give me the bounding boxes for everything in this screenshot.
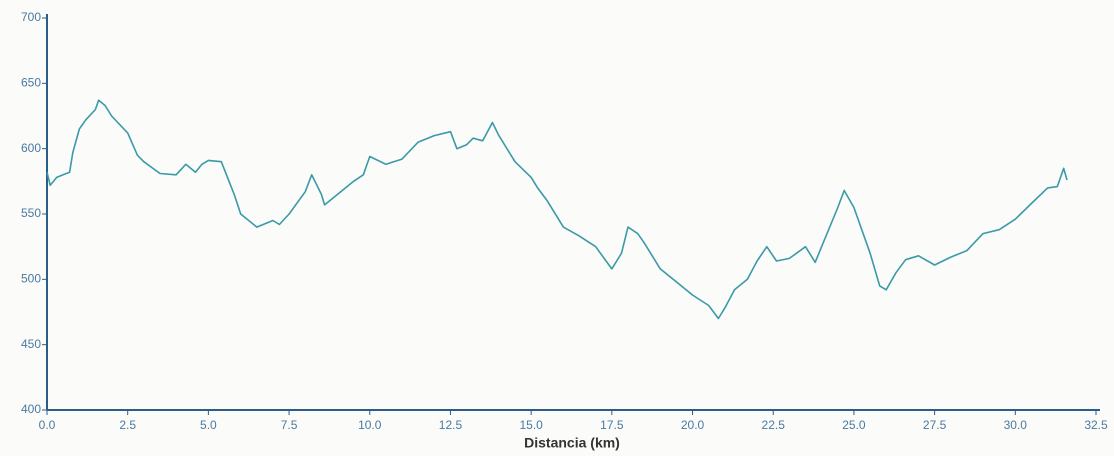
y-tick-label: 550 bbox=[21, 206, 41, 220]
y-tick-label: 500 bbox=[21, 272, 41, 286]
x-tick-label: 32.5 bbox=[1084, 418, 1108, 432]
y-tick-label: 650 bbox=[21, 76, 41, 90]
x-tick-label: 15.0 bbox=[519, 418, 543, 432]
y-tick-label: 600 bbox=[21, 141, 41, 155]
x-tick-label: 0.0 bbox=[39, 418, 56, 432]
x-axis-label: Distancia (km) bbox=[524, 435, 620, 451]
x-tick-label: 25.0 bbox=[842, 418, 866, 432]
x-tick-label: 5.0 bbox=[200, 418, 217, 432]
elevation-line bbox=[46, 99, 1068, 320]
x-tick-label: 22.5 bbox=[762, 418, 786, 432]
x-tick-label: 2.5 bbox=[119, 418, 136, 432]
x-tick-label: 7.5 bbox=[281, 418, 298, 432]
x-tick-label: 20.0 bbox=[681, 418, 705, 432]
x-tick-label: 10.0 bbox=[358, 418, 382, 432]
y-tick-label: 700 bbox=[21, 10, 41, 24]
x-tick-label: 17.5 bbox=[600, 418, 624, 432]
x-tick-label: 30.0 bbox=[1004, 418, 1028, 432]
y-tick-label: 400 bbox=[21, 402, 41, 416]
x-tick-label: 12.5 bbox=[439, 418, 463, 432]
y-tick-label: 450 bbox=[21, 337, 41, 351]
x-tick-label: 27.5 bbox=[923, 418, 947, 432]
